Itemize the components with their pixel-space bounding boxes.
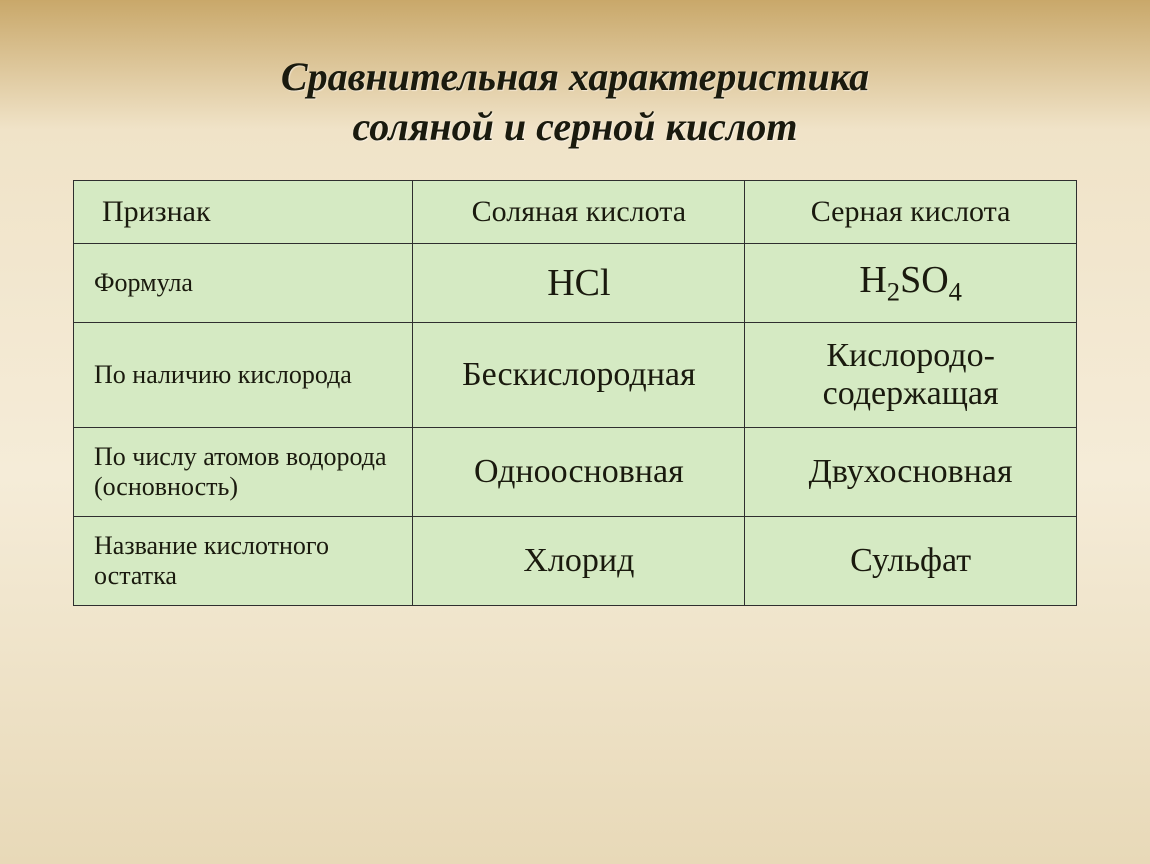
title-line-2: соляной и серной кислот (281, 102, 869, 152)
cell-col2: Сульфат (745, 516, 1077, 605)
table-body: ПризнакСоляная кислотаСерная кислотаФорм… (74, 181, 1077, 606)
cell-col2: Кислородо-содержащая (745, 322, 1077, 427)
row-label: По наличию кислорода (74, 322, 413, 427)
cell-col1: HCl (413, 244, 745, 323)
slide-title: Сравнительная характеристика соляной и с… (281, 52, 869, 152)
row-label: По числу атомов водорода (основность) (74, 427, 413, 516)
table-row: ПризнакСоляная кислотаСерная кислота (74, 181, 1077, 244)
comparison-table: ПризнакСоляная кислотаСерная кислотаФорм… (73, 180, 1077, 606)
cell-col1: Одноосновная (413, 427, 745, 516)
table-row: По наличию кислородаБескислороднаяКислор… (74, 322, 1077, 427)
cell-col2: H2SO4 (745, 244, 1077, 323)
title-line-1: Сравнительная характеристика (281, 52, 869, 102)
table-row: ФормулаHClH2SO4 (74, 244, 1077, 323)
cell-col2: Серная кислота (745, 181, 1077, 244)
row-label: Название кислотного остатка (74, 516, 413, 605)
cell-col2: Двухосновная (745, 427, 1077, 516)
table-row: По числу атомов водорода (основность)Одн… (74, 427, 1077, 516)
table-row: Название кислотного остаткаХлоридСульфат (74, 516, 1077, 605)
cell-col1: Соляная кислота (413, 181, 745, 244)
cell-col1: Хлорид (413, 516, 745, 605)
row-label: Формула (74, 244, 413, 323)
cell-col1: Бескислородная (413, 322, 745, 427)
row-label: Признак (74, 181, 413, 244)
